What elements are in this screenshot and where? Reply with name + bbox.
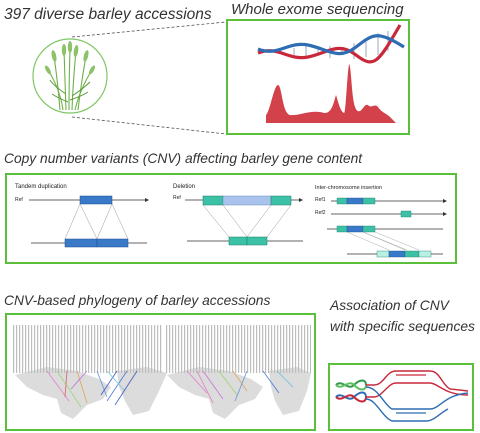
- tandem-duplication-diagram: [29, 195, 149, 248]
- coverage-peaks: [266, 64, 396, 123]
- dna-helix-graphic: [257, 24, 405, 123]
- phylogeny-map-graphic: [13, 325, 311, 419]
- cnv-title: Copy number variants (CNV) affecting bar…: [4, 151, 363, 166]
- deletion-label: Deletion: [173, 184, 196, 190]
- association-panel: [328, 363, 474, 431]
- exome-panel: [226, 19, 410, 135]
- phylogeny-title: CNV-based phylogeny of barley accessions: [4, 293, 271, 308]
- barley-illustration: [32, 38, 108, 114]
- insertion-label: Inter-chromosome insertion: [315, 185, 382, 191]
- association-graphic: [335, 370, 469, 422]
- insertion-diagram: [327, 197, 447, 258]
- exome-title: Whole exome sequencing: [231, 1, 404, 18]
- association-title: Association of CNV with specific sequenc…: [330, 298, 475, 334]
- cnv-panel: Tandem duplication Ref Deletion Ref Inte…: [5, 173, 457, 264]
- dashed-connectors: [71, 21, 227, 135]
- deletion-diagram: [185, 195, 303, 246]
- tandem-ref-label: Ref: [15, 197, 23, 203]
- deletion-ref-label: Ref: [173, 195, 181, 201]
- phylogeny-panel: [5, 313, 316, 431]
- insertion-ref2-label: Ref2: [315, 210, 326, 216]
- accessions-title: 397 diverse barley accessions: [4, 6, 212, 23]
- tandem-duplication-label: Tandem duplication: [15, 184, 67, 190]
- insertion-ref1-label: Ref1: [315, 197, 326, 203]
